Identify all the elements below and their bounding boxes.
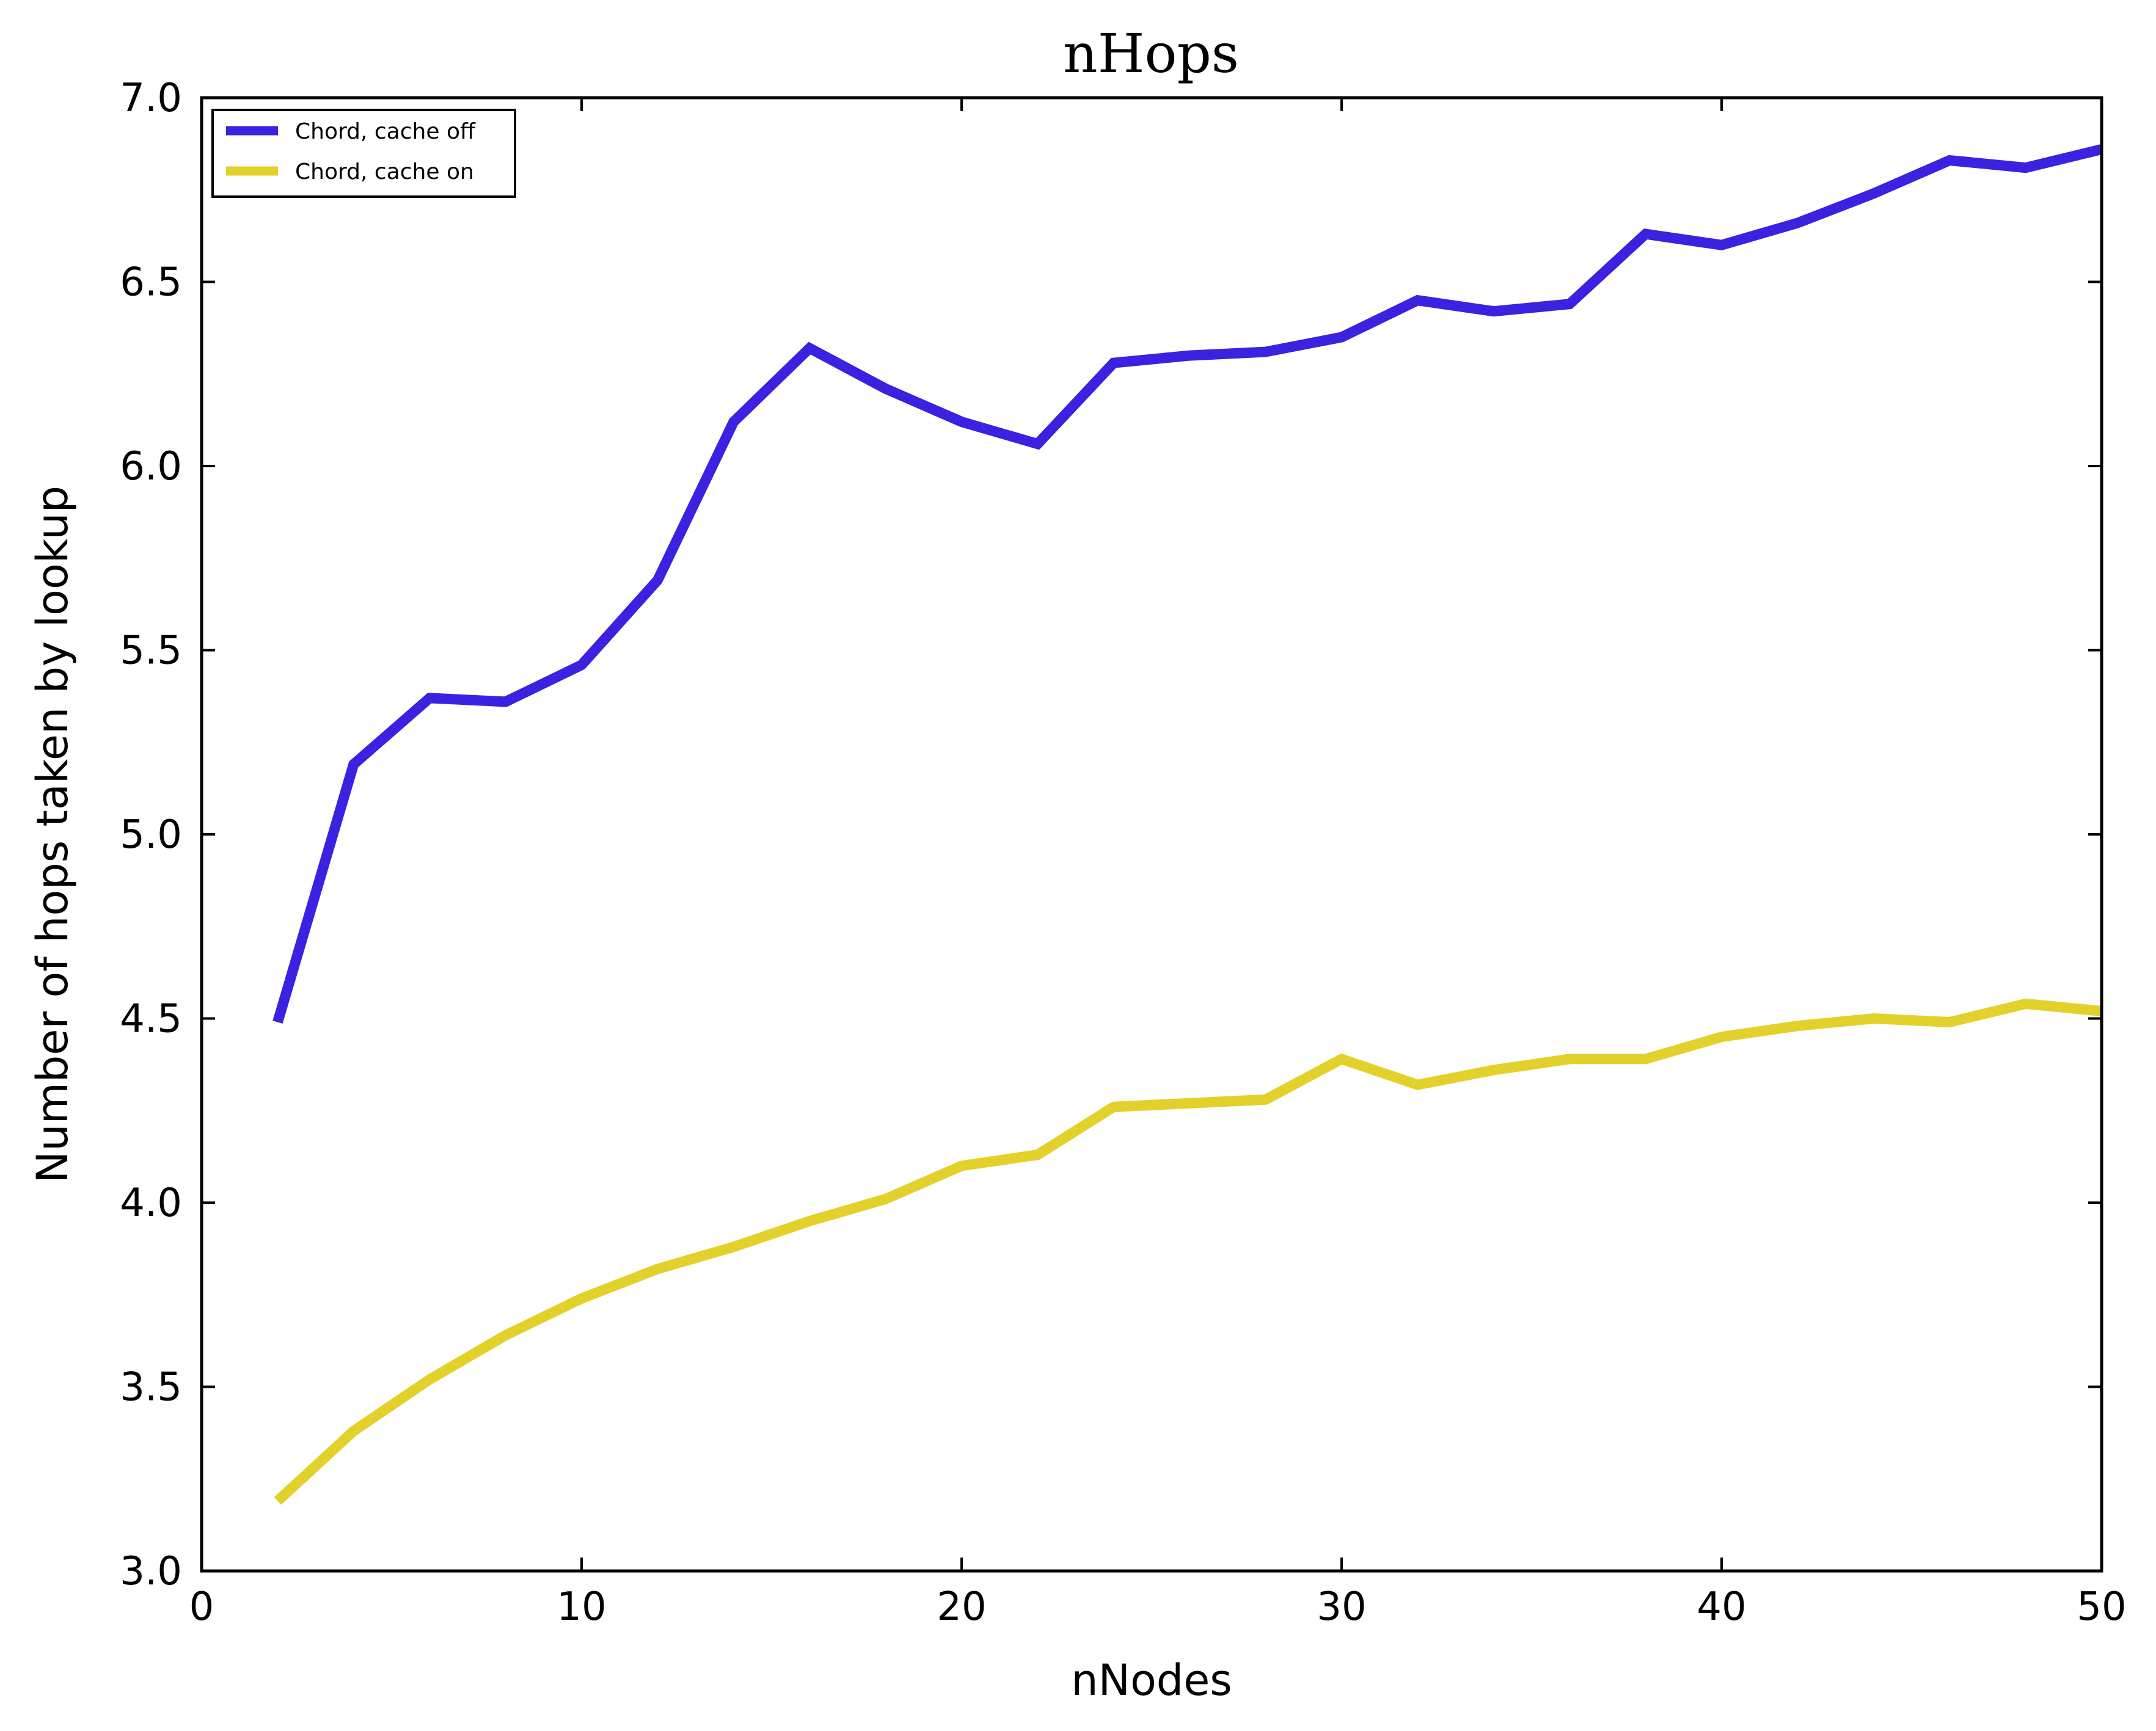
chart-title: nHops xyxy=(1063,22,1239,85)
plot-lines xyxy=(272,144,2103,1505)
x-tick-label: 30 xyxy=(1317,1584,1366,1630)
x-tick-label: 20 xyxy=(937,1584,986,1630)
y-tick-label: 3.5 xyxy=(120,1365,182,1410)
x-tick-label: 10 xyxy=(557,1584,606,1630)
x-tick-label: 0 xyxy=(189,1584,214,1630)
x-tick-label: 50 xyxy=(2077,1584,2126,1630)
plot-area-frame xyxy=(200,96,2103,1573)
y-tick-label: 7.0 xyxy=(120,76,182,121)
y-tick-label: 4.0 xyxy=(120,1181,182,1226)
legend-label-cache-off: Chord, cache off xyxy=(295,119,476,144)
y-tick-label: 5.5 xyxy=(120,629,182,674)
x-tick-label: 40 xyxy=(1697,1584,1746,1630)
y-tick-label: 4.5 xyxy=(120,997,182,1042)
y-axis-label: Number of hops taken by lookup xyxy=(27,486,78,1183)
y-tick-label: 5.0 xyxy=(120,812,182,858)
y-tick-label: 3.0 xyxy=(120,1549,182,1594)
legend: Chord, cache off Chord, cache on xyxy=(211,109,516,198)
legend-box xyxy=(211,109,516,198)
x-axis-label: nNodes xyxy=(1071,1655,1232,1705)
y-tick-label: 6.5 xyxy=(120,260,182,305)
y-tick-label: 6.0 xyxy=(120,444,182,489)
legend-label-cache-on: Chord, cache on xyxy=(295,159,474,184)
series-line-0 xyxy=(272,144,2103,1024)
axis-ticks: 0 10 20 30 40 50 3.0 3.5 4.0 4.5 5.0 5.5 6.0 6.5 7.0 xyxy=(120,76,2127,1630)
series-line-1 xyxy=(274,998,2102,1505)
